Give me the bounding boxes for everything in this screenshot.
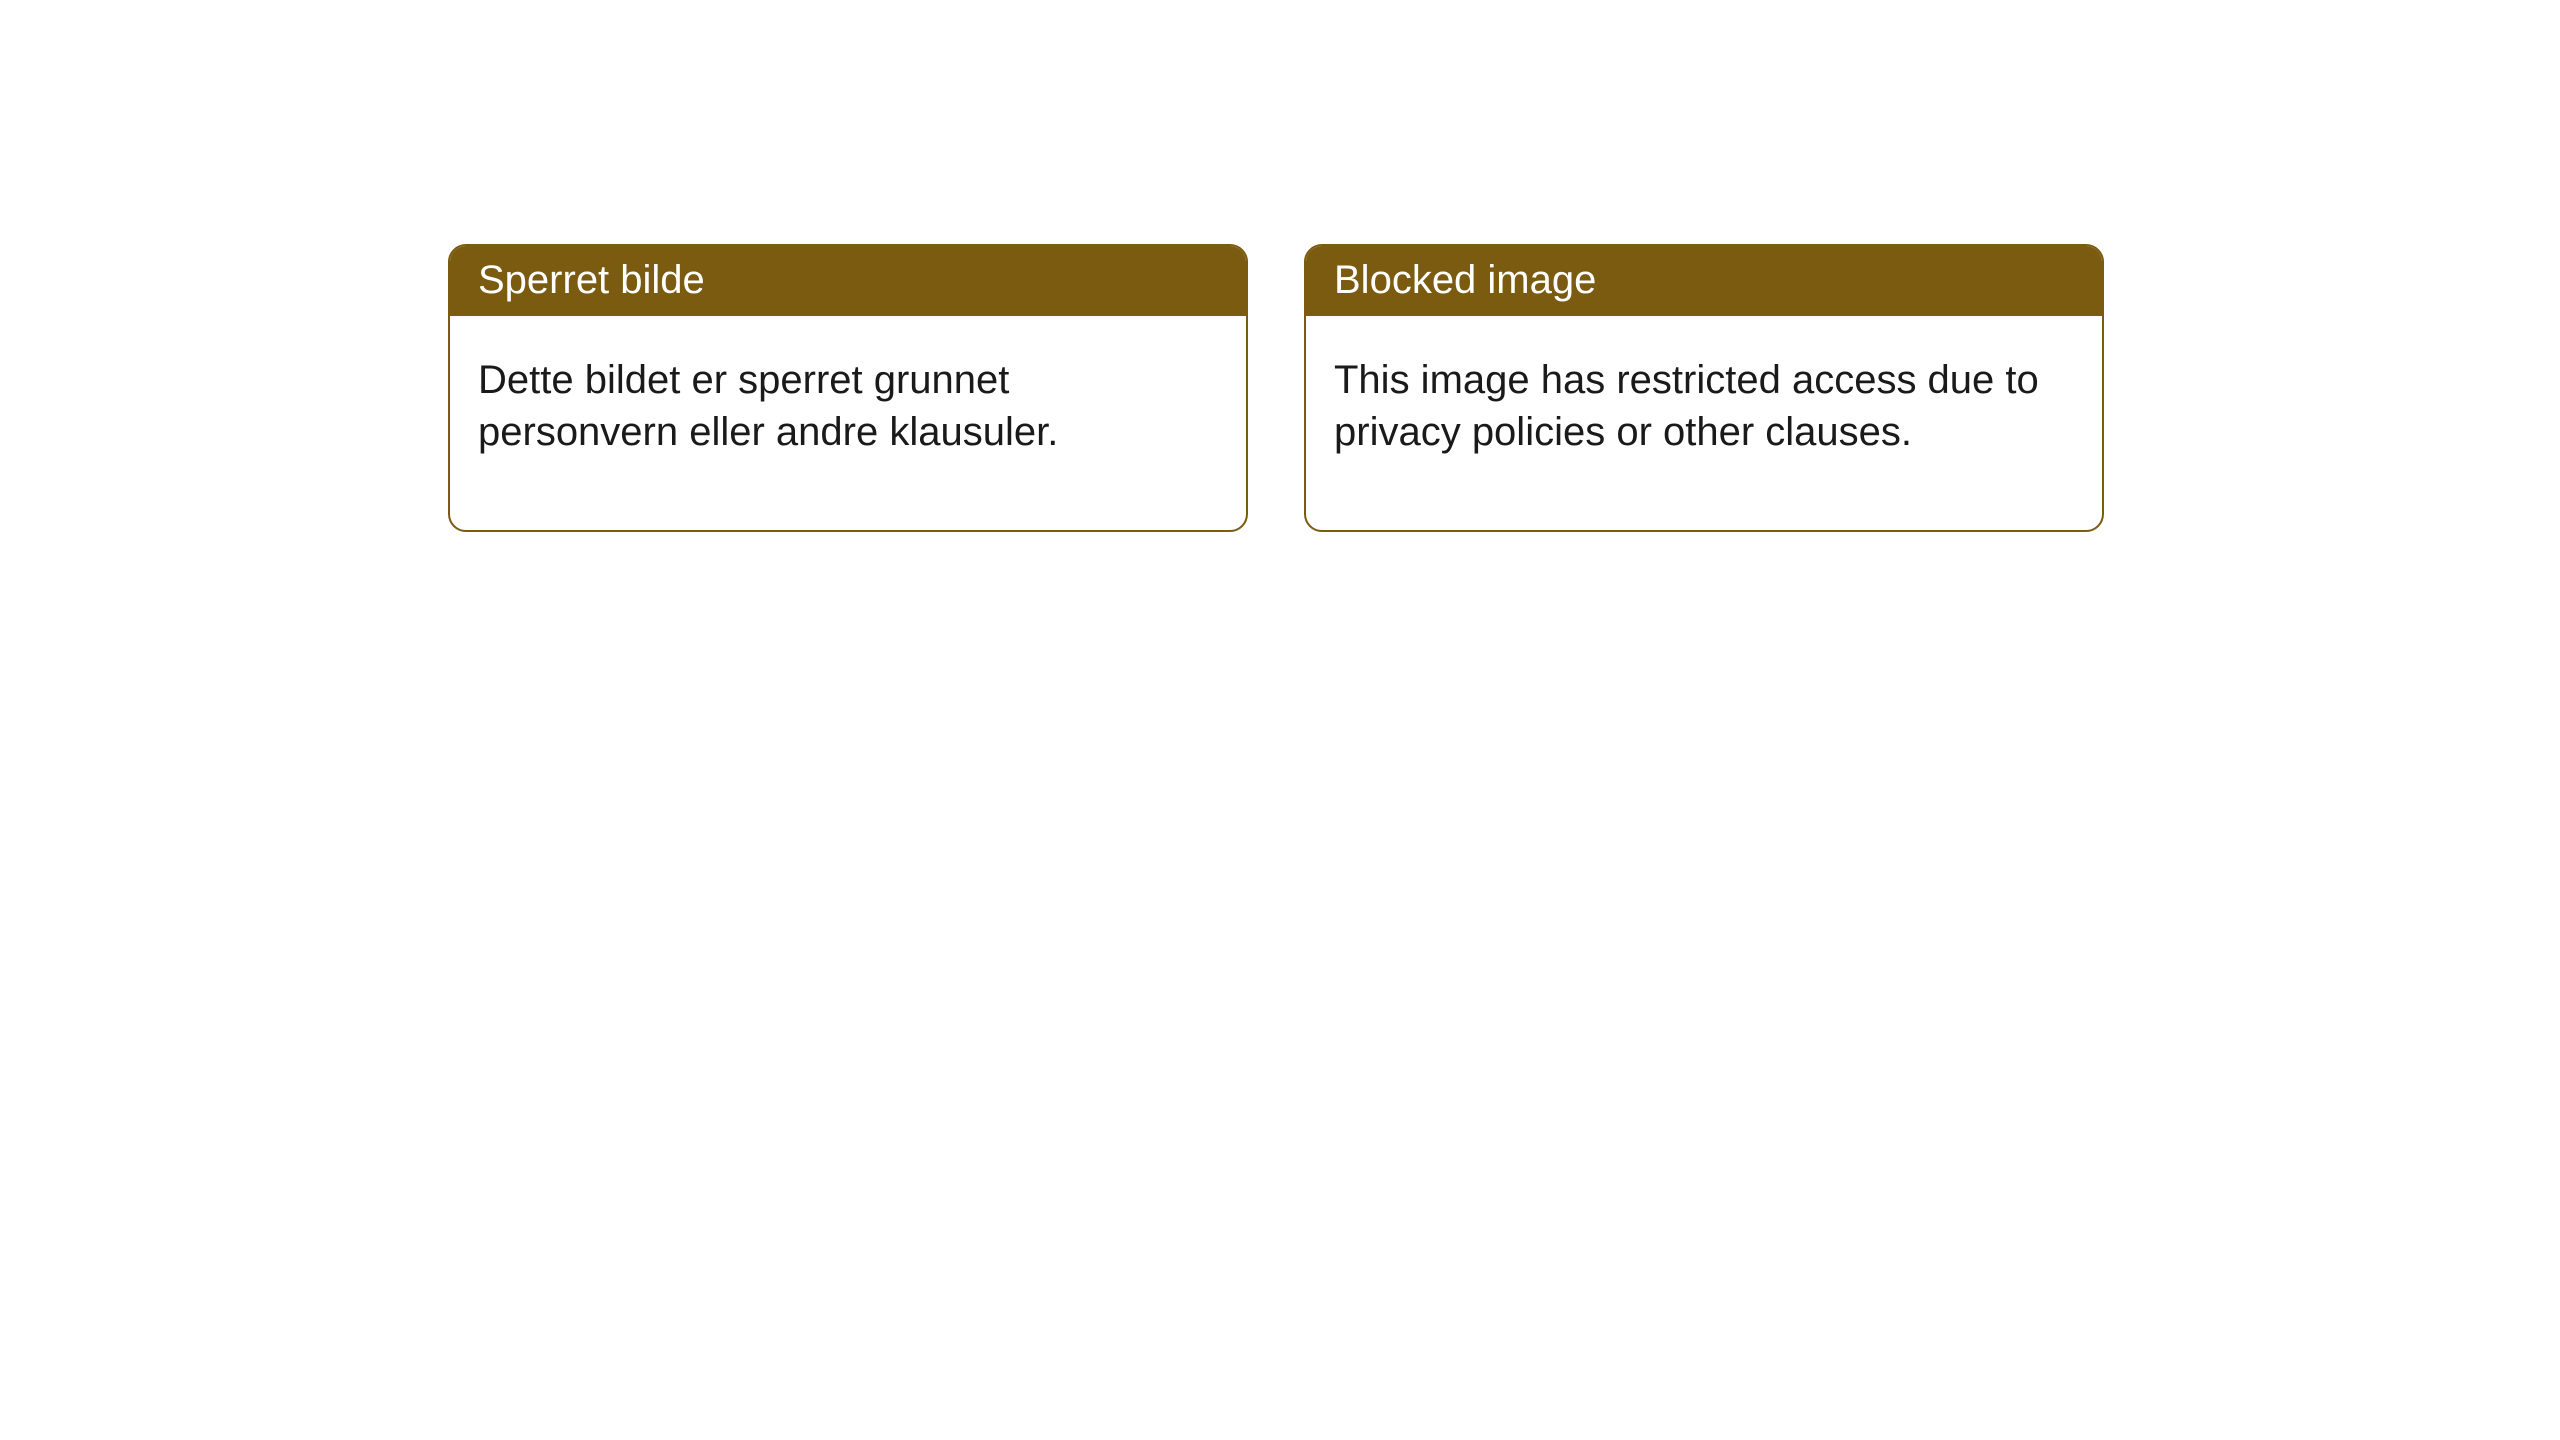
notice-container: Sperret bilde Dette bildet er sperret gr…	[0, 0, 2560, 532]
notice-body-norwegian: Dette bildet er sperret grunnet personve…	[450, 316, 1246, 530]
notice-title-norwegian: Sperret bilde	[450, 246, 1246, 316]
notice-title-english: Blocked image	[1306, 246, 2102, 316]
notice-card-english: Blocked image This image has restricted …	[1304, 244, 2104, 532]
notice-card-norwegian: Sperret bilde Dette bildet er sperret gr…	[448, 244, 1248, 532]
notice-body-english: This image has restricted access due to …	[1306, 316, 2102, 530]
